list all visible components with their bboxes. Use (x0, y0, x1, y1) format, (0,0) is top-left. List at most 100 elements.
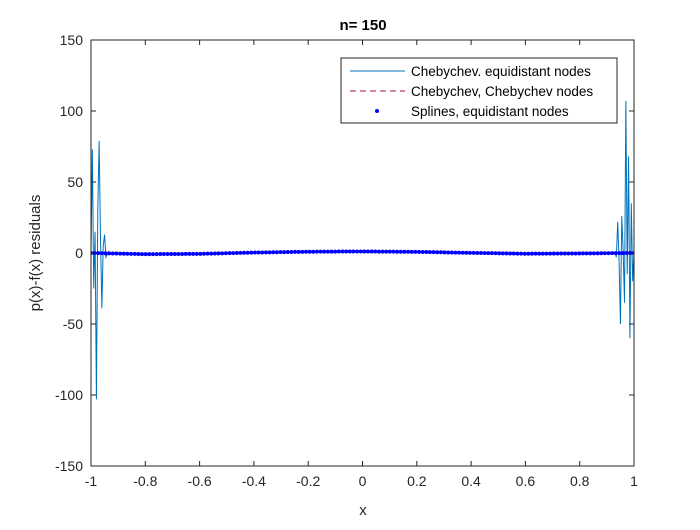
spline-point (537, 251, 542, 256)
spline-point (387, 249, 392, 254)
spline-point (424, 250, 429, 255)
spline-point (154, 252, 159, 257)
spline-point (223, 251, 228, 256)
spline-point (369, 249, 374, 254)
spline-point (136, 251, 141, 256)
spline-point (577, 251, 582, 256)
spline-point (234, 250, 239, 255)
spline-point (114, 251, 119, 256)
spline-point (169, 252, 174, 257)
spline-point (231, 251, 236, 256)
spline-point (96, 251, 101, 256)
x-axis-label: x (359, 502, 367, 519)
spline-point (311, 249, 316, 254)
axes: -1 -0.8 -0.6 -0.4 -0.2 0 0.2 0.4 0.6 0.8 1 -150 -100… (55, 32, 638, 489)
spline-point (351, 249, 356, 254)
spline-point (201, 251, 206, 256)
spline-point (489, 251, 494, 256)
spline-point (431, 250, 436, 255)
spline-point (194, 251, 199, 256)
y-tick-label: 100 (60, 103, 84, 119)
spline-point (416, 249, 421, 254)
spline-point (198, 251, 203, 256)
spline-point (449, 250, 454, 255)
spline-point (256, 250, 261, 255)
spline-point (187, 251, 192, 256)
spline-point (121, 251, 126, 256)
spline-point (129, 251, 134, 256)
spline-point (300, 249, 305, 254)
spline-point (595, 251, 600, 256)
spline-point (478, 251, 483, 256)
x-tick-label: 0.2 (407, 473, 427, 489)
spline-point (282, 250, 287, 255)
spline-point (551, 251, 556, 256)
plot-area (91, 101, 634, 400)
spline-point (147, 252, 152, 257)
spline-point (559, 251, 564, 256)
spline-point (125, 251, 130, 256)
spline-point (285, 250, 290, 255)
spline-point (515, 251, 520, 256)
spline-point (493, 251, 498, 256)
spline-point (504, 251, 509, 256)
spline-point (274, 250, 279, 255)
spline-point (573, 251, 578, 256)
chart-title: n= 150 (339, 17, 386, 34)
x-tick-label: 1 (630, 473, 638, 489)
legend-entry-label: Splines, equidistant nodes (411, 104, 569, 119)
spline-point (110, 251, 115, 256)
spline-point (140, 252, 145, 257)
spline-point (533, 251, 538, 256)
spline-point (562, 251, 567, 256)
spline-point (511, 251, 516, 256)
spline-point (293, 249, 298, 254)
spline-point (227, 251, 232, 256)
spline-point (529, 251, 534, 256)
x-tick-label: -0.6 (188, 473, 212, 489)
spline-point (260, 250, 265, 255)
spline-point (380, 249, 385, 254)
spline-point (296, 249, 301, 254)
x-tick-label: -1 (85, 473, 98, 489)
spline-point (333, 249, 338, 254)
spline-point (325, 249, 330, 254)
spline-point (391, 249, 396, 254)
spline-point (475, 250, 480, 255)
spline-point (132, 251, 137, 256)
spline-point (355, 249, 360, 254)
spline-point (442, 250, 447, 255)
spline-point (624, 251, 629, 256)
spline-point (482, 251, 487, 256)
spline-point (118, 251, 123, 256)
spline-point (161, 252, 166, 257)
spline-point (212, 251, 217, 256)
spline-point (584, 251, 589, 256)
spline-point (267, 250, 272, 255)
spline-point (522, 251, 527, 256)
spline-point (540, 251, 545, 256)
spline-point (318, 249, 323, 254)
spline-point (438, 250, 443, 255)
spline-point (336, 249, 341, 254)
spline-point (158, 252, 163, 257)
spline-point (362, 249, 367, 254)
y-tick-label: 150 (60, 32, 84, 48)
y-tick-label: -100 (55, 387, 83, 403)
spline-point (344, 249, 349, 254)
spline-point (500, 251, 505, 256)
spline-point (606, 251, 611, 256)
spline-point (245, 250, 250, 255)
y-axis-label: p(x)-f(x) residuals (27, 195, 44, 312)
spline-point (238, 250, 243, 255)
y-tick-label: 0 (75, 245, 83, 261)
legend-swatch-splines (375, 109, 379, 113)
spline-point (209, 251, 214, 256)
spline-point (497, 251, 502, 256)
spline-point (409, 249, 414, 254)
spline-point (599, 251, 604, 256)
y-tick-label: -50 (63, 316, 83, 332)
x-tick-label: -0.4 (242, 473, 266, 489)
